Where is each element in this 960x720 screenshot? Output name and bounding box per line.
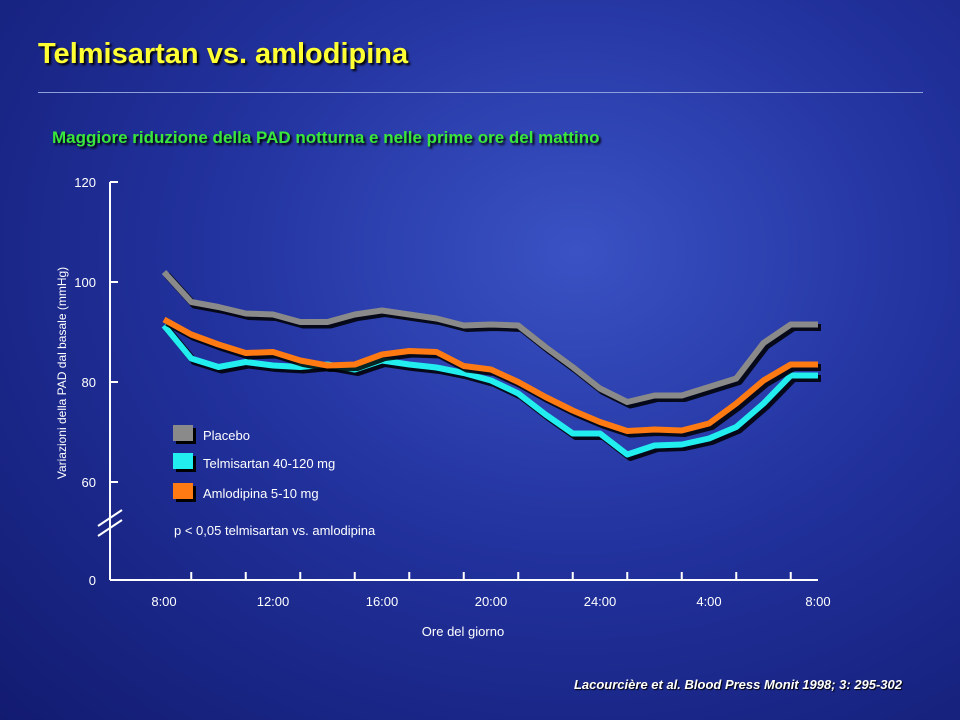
series-line-telmisartan xyxy=(161,323,818,458)
x-tick-label: 8:00 xyxy=(805,594,830,609)
y-tick-label: 60 xyxy=(82,475,96,490)
y-axis-title: Variazioni della PAD dal basale (mmHg) xyxy=(55,267,69,479)
x-tick-label: 24:00 xyxy=(584,594,617,609)
significance-note: p < 0,05 telmisartan vs. amlodipina xyxy=(174,523,376,538)
x-tick-label: 20:00 xyxy=(475,594,508,609)
y-tick-label: 0 xyxy=(89,573,96,588)
series-shadow xyxy=(164,326,821,461)
series-line-amlodipina xyxy=(162,316,818,434)
y-tick-label: 100 xyxy=(74,275,96,290)
y-tick-label: 80 xyxy=(82,375,96,390)
legend-label: Amlodipina 5-10 mg xyxy=(203,486,319,501)
y-tick-label: 120 xyxy=(74,175,96,190)
title-divider xyxy=(38,92,923,93)
x-tick-label: 4:00 xyxy=(696,594,721,609)
x-tick-label: 12:00 xyxy=(257,594,290,609)
legend-swatch xyxy=(173,425,193,441)
chart-legend: Placebo Telmisartan 40-120 mg Amlodipina 5… xyxy=(173,425,335,502)
x-tick-label: 16:00 xyxy=(366,594,399,609)
slide-title: Telmisartan vs. amlodipina xyxy=(38,38,409,70)
y-axis-break-mark xyxy=(97,519,123,537)
slide-subtitle: Maggiore riduzione della PAD notturna e … xyxy=(52,128,600,147)
chart-axes: 0 60 80 100 120 8:00 12:00 16:00 20:00 24:00 4:00 8… xyxy=(74,175,830,609)
series-shadow xyxy=(165,319,821,438)
x-tick-label: 8:00 xyxy=(151,594,176,609)
x-axis-title: Ore del giorno xyxy=(422,624,504,639)
chart-series-lines xyxy=(161,269,821,461)
legend-label: Telmisartan 40-120 mg xyxy=(203,456,335,471)
legend-label: Placebo xyxy=(203,428,250,443)
legend-swatch xyxy=(173,483,193,499)
citation: Lacourcière et al. Blood Press Monit 199… xyxy=(573,677,902,692)
series-line-placebo xyxy=(161,269,818,405)
legend-swatch xyxy=(173,453,193,469)
y-axis-break-mark xyxy=(97,509,123,527)
